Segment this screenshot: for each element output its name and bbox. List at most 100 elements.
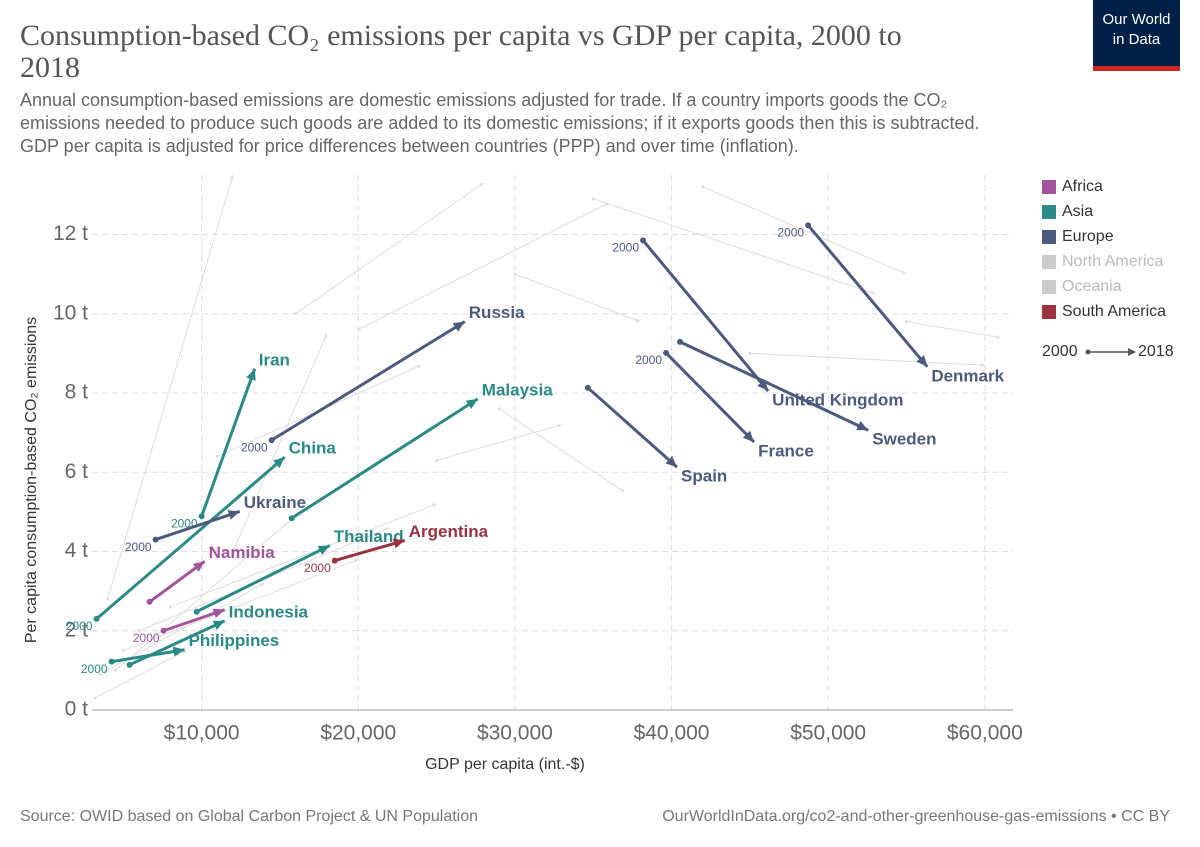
arrowhead: [259, 583, 265, 587]
start-point: [331, 557, 338, 564]
arrow: [200, 368, 257, 517]
x-tick-label: $60,000: [947, 722, 1023, 745]
arrowhead: [742, 430, 755, 443]
country-label: Sweden: [872, 430, 936, 449]
start-point: [748, 351, 752, 355]
start-point: [497, 407, 501, 411]
country-label: Indonesia: [229, 602, 309, 621]
start-point: [701, 185, 705, 189]
arrow: [148, 560, 206, 604]
arrowhead: [557, 423, 562, 428]
arrowhead: [317, 545, 330, 555]
legend-year: 2000: [1042, 343, 1078, 360]
start-point: [121, 649, 125, 653]
start-point: [106, 597, 110, 601]
start-point: [591, 197, 595, 201]
start-point: [663, 349, 670, 356]
start-year-label: 2000: [304, 561, 331, 575]
background-arrow: [593, 198, 876, 295]
arrowhead: [479, 182, 484, 187]
start-point: [640, 237, 647, 244]
background-arrow: [514, 273, 641, 323]
start-year-label: 2000: [133, 631, 160, 645]
logo-box: [1093, 0, 1180, 66]
start-point: [93, 696, 97, 700]
arrowhead: [432, 503, 437, 508]
arrowhead: [273, 457, 285, 469]
arrowhead: [620, 488, 625, 493]
background-arrow: [170, 503, 437, 608]
legend-label: Asia: [1062, 203, 1093, 220]
arrowhead: [246, 368, 256, 381]
y-tick-label: 8 t: [65, 381, 89, 404]
start-year-label: 2000: [241, 440, 268, 454]
y-tick-label: 10 t: [53, 301, 88, 324]
source: Source: OWID based on Global Carbon Proj…: [20, 808, 478, 825]
arrow: [641, 239, 770, 392]
logo-text: in Data: [1113, 31, 1161, 48]
arrowhead: [416, 365, 421, 369]
arrow: [664, 351, 756, 444]
legend-dot: [1085, 349, 1091, 355]
start-point: [193, 608, 200, 615]
country-label: France: [758, 442, 814, 461]
x-tick-label: $50,000: [790, 722, 866, 745]
chart-title-line-2: 2018: [20, 51, 80, 84]
arrow: [95, 456, 286, 620]
arrowhead: [916, 355, 928, 367]
subtitle-line: GDP per capita is adjusted for price dif…: [20, 136, 799, 156]
arrowhead: [227, 510, 240, 520]
x-tick-label: $20,000: [320, 722, 396, 745]
country-label: Thailand: [334, 527, 404, 546]
background-arrow: [107, 174, 234, 600]
start-year-label: 2000: [125, 540, 152, 554]
y-tick-label: 0 t: [65, 698, 89, 721]
country-label: Ukraine: [244, 493, 306, 512]
y-tick-label: 2 t: [65, 618, 89, 641]
start-point: [904, 320, 908, 324]
country-label: Denmark: [931, 366, 1004, 385]
background-arrow: [123, 558, 359, 652]
background-arrow: [436, 424, 563, 461]
legend-swatch: [1042, 205, 1056, 219]
legend-swatch: [1042, 305, 1056, 319]
arrowhead: [212, 620, 225, 630]
arrowhead: [856, 421, 869, 431]
start-point: [98, 672, 102, 676]
legend-label: Oceania: [1062, 278, 1122, 295]
arrow: [155, 510, 241, 542]
background-arrow: [232, 333, 328, 552]
y-tick-label: 12 t: [53, 222, 88, 245]
start-point: [435, 458, 439, 462]
arrowhead: [192, 561, 205, 572]
background-arrow: [295, 182, 484, 315]
background-arrow: [94, 650, 187, 699]
start-point: [146, 598, 153, 605]
arrowhead: [212, 608, 225, 619]
start-point: [126, 661, 133, 668]
start-year-label: 2000: [612, 241, 639, 255]
arrow: [806, 224, 929, 368]
arrowhead: [172, 646, 185, 657]
start-point: [268, 437, 275, 444]
arrowhead: [902, 270, 907, 275]
start-point: [152, 536, 159, 543]
country-label: Russia: [469, 303, 525, 322]
legend-label: South America: [1062, 303, 1166, 320]
start-point: [584, 384, 591, 391]
arrowhead: [392, 538, 405, 549]
background-arrow: [702, 186, 907, 275]
country-label: Namibia: [209, 543, 276, 562]
start-point: [356, 328, 360, 332]
subtitle-line: Annual consumption-based emissions are d…: [20, 90, 947, 110]
arrowhead: [665, 456, 678, 468]
country-label: Malaysia: [482, 380, 553, 399]
arrowhead: [635, 318, 641, 323]
start-year-label: 2000: [777, 226, 804, 240]
y-tick-label: 6 t: [65, 460, 89, 483]
arrow: [195, 544, 331, 614]
country-label: Argentina: [409, 522, 489, 541]
legend-label: Africa: [1062, 178, 1103, 195]
legend-label: North America: [1062, 253, 1163, 270]
logo-stripe: [1093, 66, 1180, 71]
